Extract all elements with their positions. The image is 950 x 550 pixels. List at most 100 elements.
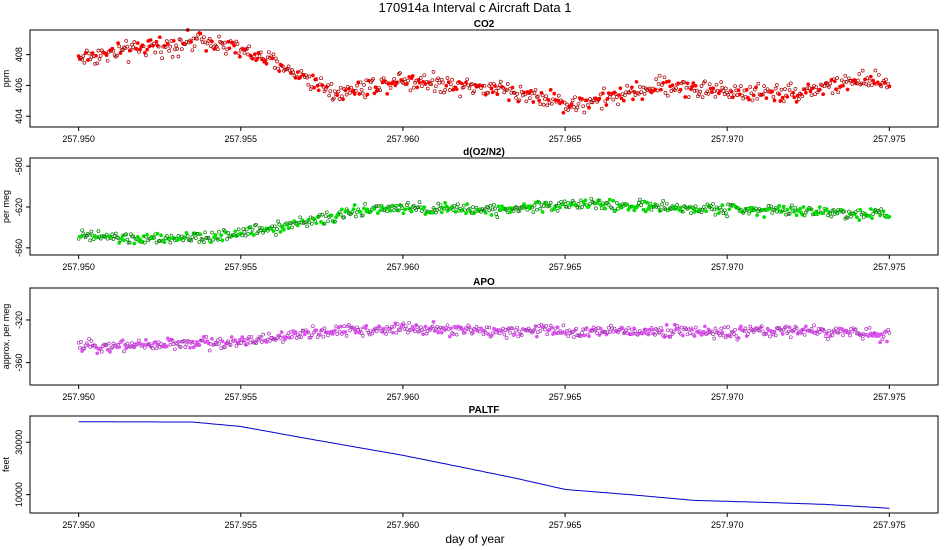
data-point — [153, 50, 158, 55]
data-point — [664, 323, 669, 327]
data-point — [509, 90, 514, 95]
data-point — [523, 92, 528, 97]
data-point — [721, 211, 726, 216]
data-point — [628, 88, 633, 93]
data-point — [721, 333, 726, 338]
data-point — [401, 211, 406, 216]
data-point — [464, 211, 468, 216]
data-point — [142, 240, 147, 245]
data-point — [131, 234, 136, 239]
data-point — [244, 342, 249, 346]
data-point — [548, 200, 553, 205]
data-point — [137, 338, 141, 343]
data-point — [319, 76, 323, 81]
data-point — [541, 204, 546, 208]
data-point — [640, 97, 645, 102]
data-point — [739, 84, 743, 88]
data-point — [826, 213, 830, 218]
data-point — [282, 227, 286, 232]
data-point — [178, 38, 183, 42]
data-point — [87, 232, 91, 237]
data-point — [845, 87, 850, 92]
data-point — [437, 207, 442, 211]
data-point — [314, 77, 319, 81]
data-point — [800, 94, 805, 99]
x-tick-label: 257.950 — [62, 520, 95, 530]
panel-title: PALTF — [469, 405, 500, 416]
data-point — [783, 325, 787, 330]
data-point — [816, 326, 821, 331]
data-point — [257, 54, 262, 58]
data-point — [254, 222, 258, 227]
data-point — [327, 93, 332, 98]
data-point — [242, 51, 247, 55]
data-point — [326, 83, 330, 88]
data-point — [367, 86, 372, 91]
data-point — [384, 80, 388, 84]
x-tick-label: 257.950 — [62, 262, 95, 272]
data-point — [91, 237, 96, 242]
data-point — [717, 331, 721, 336]
data-point — [105, 58, 110, 63]
data-point — [286, 226, 291, 231]
data-point — [577, 205, 582, 210]
data-point — [417, 200, 422, 204]
data-point — [337, 329, 342, 334]
data-point — [617, 93, 621, 97]
data-point — [830, 333, 835, 338]
data-point — [787, 325, 792, 330]
data-point — [661, 198, 666, 203]
data-point — [632, 90, 637, 94]
data-point — [711, 201, 715, 206]
data-point — [275, 227, 279, 231]
data-point — [244, 47, 249, 51]
data-point — [632, 208, 637, 213]
data-point — [611, 97, 616, 102]
data-point — [654, 77, 659, 81]
x-tick-label: 257.950 — [62, 134, 95, 144]
panel-4: PALTF feet 257.950 257.955 257.960 257.965 257… — [1, 405, 939, 530]
data-point — [798, 207, 802, 211]
data-point — [884, 77, 888, 82]
data-point — [788, 335, 793, 340]
data-point — [355, 83, 359, 88]
data-point — [858, 207, 863, 212]
data-point — [584, 326, 589, 330]
data-point — [537, 200, 541, 205]
data-point — [468, 328, 473, 333]
data-point — [568, 105, 573, 110]
data-point — [747, 329, 751, 333]
data-point — [130, 341, 134, 345]
data-point — [613, 92, 618, 96]
data-point — [636, 201, 641, 205]
data-point — [243, 233, 248, 238]
data-point — [84, 48, 89, 53]
data-point — [343, 88, 348, 93]
data-point — [405, 327, 409, 332]
data-point — [853, 327, 858, 332]
data-point — [132, 241, 137, 246]
data-point — [358, 80, 363, 85]
data-point — [311, 73, 315, 78]
data-point — [394, 330, 399, 335]
data-point — [392, 76, 396, 81]
data-point — [322, 326, 327, 331]
data-point — [247, 335, 251, 339]
data-point — [436, 330, 441, 335]
data-point — [545, 103, 550, 108]
data-point — [692, 89, 697, 93]
data-point — [655, 88, 660, 93]
data-point — [438, 325, 443, 330]
x-tick-label: 257.975 — [873, 262, 906, 272]
data-point — [614, 95, 619, 99]
data-point — [233, 50, 238, 55]
data-point — [691, 81, 696, 85]
data-point — [864, 327, 869, 331]
data-point — [298, 75, 303, 80]
data-point — [96, 229, 101, 233]
data-point — [295, 70, 300, 74]
data-point — [220, 339, 225, 344]
data-point — [466, 83, 471, 88]
data-point — [582, 110, 587, 115]
data-point — [727, 207, 732, 212]
